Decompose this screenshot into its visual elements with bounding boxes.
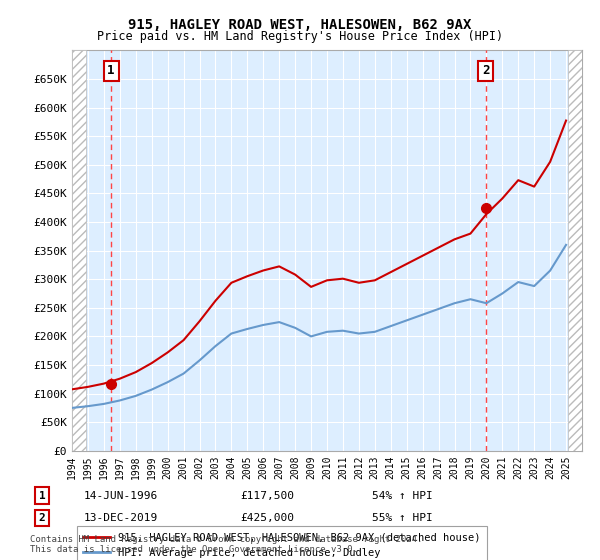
Text: £425,000: £425,000	[240, 513, 294, 523]
Legend: 915, HAGLEY ROAD WEST, HALESOWEN, B62 9AX (detached house), HPI: Average price, : 915, HAGLEY ROAD WEST, HALESOWEN, B62 9A…	[77, 526, 487, 560]
Text: 14-JUN-1996: 14-JUN-1996	[84, 491, 158, 501]
Text: 2: 2	[38, 513, 46, 523]
Text: 54% ↑ HPI: 54% ↑ HPI	[372, 491, 433, 501]
Text: Contains HM Land Registry data © Crown copyright and database right 2024.: Contains HM Land Registry data © Crown c…	[30, 535, 422, 544]
Text: 1: 1	[107, 64, 115, 77]
Text: Price paid vs. HM Land Registry's House Price Index (HPI): Price paid vs. HM Land Registry's House …	[97, 30, 503, 43]
Text: 55% ↑ HPI: 55% ↑ HPI	[372, 513, 433, 523]
Text: This data is licensed under the Open Government Licence v3.0.: This data is licensed under the Open Gov…	[30, 545, 358, 554]
Text: 1: 1	[38, 491, 46, 501]
Text: 915, HAGLEY ROAD WEST, HALESOWEN, B62 9AX: 915, HAGLEY ROAD WEST, HALESOWEN, B62 9A…	[128, 18, 472, 32]
Text: 13-DEC-2019: 13-DEC-2019	[84, 513, 158, 523]
Text: 2: 2	[482, 64, 490, 77]
Text: £117,500: £117,500	[240, 491, 294, 501]
